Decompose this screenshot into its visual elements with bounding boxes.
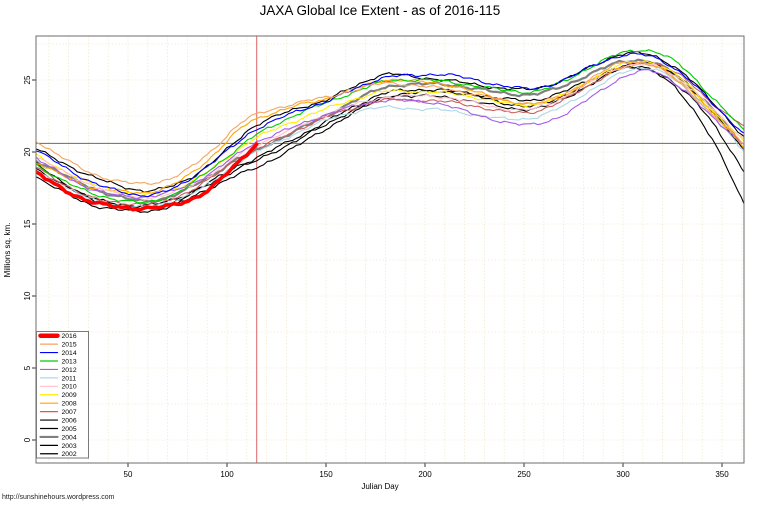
plot-box-layer	[35, 35, 745, 464]
reference-lines-layer	[36, 36, 744, 463]
legend-label-2011: 2011	[62, 375, 77, 382]
legend-label-2012: 2012	[62, 367, 77, 374]
legend-label-2010: 2010	[62, 384, 77, 391]
legend-label-2015: 2015	[62, 342, 77, 349]
legend-label-2013: 2013	[62, 358, 77, 365]
legend-label-2002: 2002	[62, 451, 77, 458]
footer-url: http://sunshinehours.wordpress.com	[2, 494, 115, 501]
series-line-2003	[36, 50, 744, 193]
series-line-2010	[36, 63, 744, 201]
x-tick-label: 350	[715, 470, 729, 479]
x-tick-label: 250	[517, 470, 531, 479]
legend-label-2009: 2009	[62, 392, 77, 399]
series-line-2004	[36, 58, 744, 204]
y-tick-label: 5	[23, 365, 32, 370]
series-lines-layer	[36, 49, 744, 213]
x-tick-label: 50	[124, 470, 133, 479]
y-tick-label: 25	[23, 75, 32, 84]
y-tick-label: 0	[23, 437, 32, 442]
axis-layer: 50 100 150 200 250 300 350 0 5 10 15 20 25	[23, 75, 729, 479]
legend-label-2007: 2007	[62, 409, 77, 416]
series-line-2016	[36, 142, 259, 212]
series-line-2009	[36, 60, 744, 197]
legend-label-2003: 2003	[62, 443, 77, 450]
y-tick-label: 20	[23, 147, 32, 156]
y-tick-label: 10	[23, 291, 32, 300]
plot-border	[35, 35, 745, 464]
legend-label-2016: 2016	[62, 333, 77, 340]
x-tick-label: 200	[418, 470, 432, 479]
series-line-2006	[36, 61, 744, 213]
series-line-2007	[36, 61, 744, 206]
series-line-2008	[36, 62, 744, 195]
series-line-2011	[36, 66, 744, 209]
legend-label-2005: 2005	[62, 426, 77, 433]
legend-label-2004: 2004	[62, 434, 77, 441]
y-axis-label: Millions sq. km.	[3, 223, 12, 278]
series-line-2013	[36, 49, 744, 204]
x-axis-label: Julian Day	[361, 482, 398, 491]
series-line-2012	[36, 69, 744, 200]
chart-title: JAXA Global Ice Extent - as of 2016-115	[260, 3, 501, 18]
x-tick-label: 300	[616, 470, 630, 479]
y-tick-label: 15	[23, 219, 32, 228]
legend-label-2008: 2008	[62, 401, 77, 408]
legend-label-2006: 2006	[62, 417, 77, 424]
legend-label-2014: 2014	[62, 350, 77, 357]
x-tick-label: 150	[319, 470, 333, 479]
series-line-2014	[36, 52, 744, 198]
x-tick-label: 100	[220, 470, 234, 479]
series-line-2015	[36, 61, 744, 185]
